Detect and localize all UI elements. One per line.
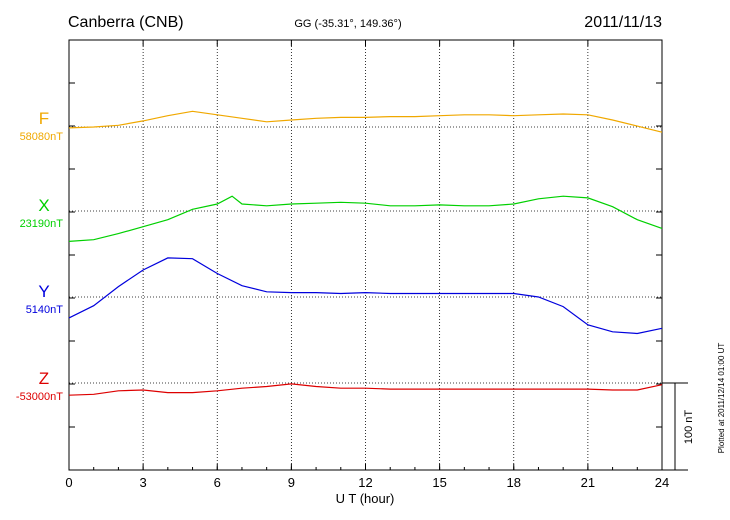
series-name-z: Z [39, 369, 49, 388]
x-axis-label: U T (hour) [336, 491, 395, 506]
plot-date: 2011/11/13 [584, 14, 662, 31]
series-line-f [68, 110, 663, 133]
station-coordinates: GG (-35.31°, 149.36°) [294, 18, 401, 30]
scale-bar-label: 100 nT [683, 410, 695, 445]
series-line-z [68, 383, 663, 396]
x-tick-label: 18 [507, 475, 521, 490]
axis-ticks: 0 3 6 9 12 15 18 21 24 [65, 39, 669, 490]
series-lines [68, 110, 663, 396]
series-labels: F 58080nT X 23190nT Y 5140nT Z -53000nT [16, 109, 63, 403]
x-tick-label: 15 [432, 475, 446, 490]
scale-bar: 100 nT [662, 382, 695, 471]
grid-lines [69, 40, 662, 470]
x-tick-label: 21 [581, 475, 595, 490]
series-name-f: F [39, 109, 49, 128]
x-tick-label: 24 [655, 475, 669, 490]
series-name-x: X [38, 196, 49, 215]
series-baseline-z: -53000nT [16, 391, 63, 403]
series-line-x [68, 195, 663, 242]
series-line-y [68, 257, 663, 335]
x-tick-label: 6 [214, 475, 221, 490]
plotted-note: Plotted at 2011/12/14 01:00 UT [717, 343, 726, 454]
x-tick-label: 0 [65, 475, 72, 490]
plot-frame [68, 39, 663, 471]
series-baseline-y: 5140nT [26, 304, 64, 316]
station-title: Canberra (CNB) [68, 14, 184, 31]
x-tick-label: 3 [140, 475, 147, 490]
series-baseline-x: 23190nT [20, 218, 64, 230]
series-name-y: Y [38, 282, 49, 301]
x-tick-label: 12 [358, 475, 372, 490]
x-tick-label: 9 [288, 475, 295, 490]
series-baseline-f: 58080nT [20, 131, 64, 143]
